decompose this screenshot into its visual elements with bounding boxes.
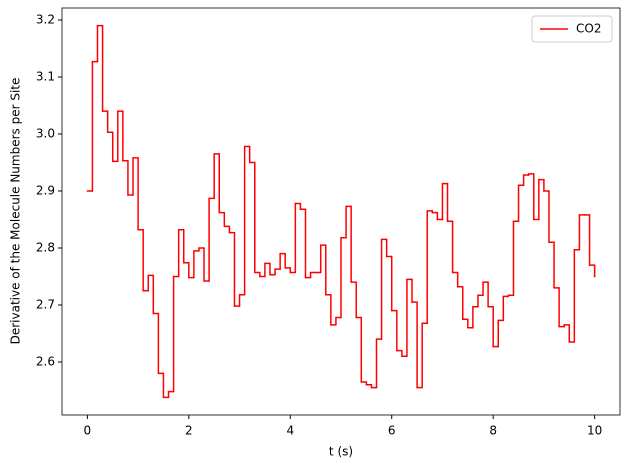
x-tick-label: 8 — [489, 424, 497, 438]
x-axis-label: t (s) — [329, 445, 353, 459]
plot-frame — [61, 7, 621, 416]
x-tick-label: 4 — [286, 424, 294, 438]
y-axis-label: Derivative of the Molecule Numbers per S… — [9, 78, 23, 345]
step-end — [593, 275, 596, 278]
x-tick-label: 2 — [185, 424, 193, 438]
y-tick-label: 2.6 — [36, 354, 55, 368]
y-tick-label: 3.2 — [36, 12, 55, 26]
x-tick-label: 10 — [587, 424, 602, 438]
legend-label: CO2 — [576, 22, 601, 36]
y-tick-label: 2.7 — [36, 297, 55, 311]
y-tick-label: 2.9 — [36, 183, 55, 197]
y-tick-label: 3.0 — [36, 126, 55, 140]
x-tick-label: 0 — [84, 424, 92, 438]
legend-box — [531, 15, 613, 43]
y-tick-label: 2.8 — [36, 240, 55, 254]
x-tick-label: 6 — [388, 424, 396, 438]
y-tick-label: 3.1 — [36, 69, 55, 83]
